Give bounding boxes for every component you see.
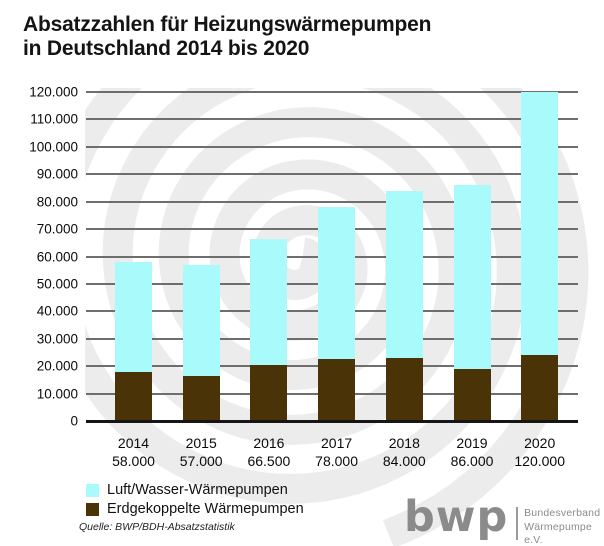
legend-label-erdgekoppelte: Erdgekoppelte Wärmepumpen: [107, 501, 304, 517]
legend-label-luftwasser: Luft/Wasser-Wärmepumpen: [107, 482, 288, 498]
legend-swatch-erdgekoppelte-icon: [86, 502, 99, 516]
logo-org-line1: Bundesverband: [524, 507, 601, 519]
xtick-year: 2016: [253, 435, 285, 451]
xtick-label-2014: 2014 58.000: [92, 434, 176, 470]
xtick-total: 66.500: [247, 453, 291, 469]
xtick-total: 86.000: [450, 453, 494, 469]
xtick-label-2019: 2019 86.000: [430, 434, 514, 470]
ytick-label: 30.000: [36, 331, 78, 347]
gridline: [86, 118, 578, 121]
ytick-label: 40.000: [36, 303, 78, 319]
xtick-year: 2015: [185, 435, 217, 451]
gridline: [86, 173, 578, 176]
bar-2020-erdgekoppelte: [521, 355, 559, 421]
bar-2018-luftwasser: [385, 190, 423, 358]
xtick-label-2018: 2018 84.000: [362, 434, 446, 470]
gridline: [86, 91, 578, 93]
xtick-total: 78.000: [315, 453, 358, 469]
bar-2015-luftwasser: [182, 264, 220, 376]
source-note: Quelle: BWP/BDH-Absatzstatistik: [79, 521, 235, 533]
logo-divider: [516, 507, 519, 540]
legend-item-erdgekoppelte: Erdgekoppelte Wärmepumpen: [86, 500, 304, 518]
legend-swatch-luftwasser-icon: [86, 483, 99, 497]
bar-2019-erdgekoppelte: [453, 368, 491, 421]
x-axis-baseline: [86, 420, 578, 423]
legend: Luft/Wasser-Wärmepumpen Erdgekoppelte Wä…: [86, 481, 304, 519]
xtick-total: 84.000: [382, 453, 426, 469]
ytick-label: 80.000: [36, 194, 78, 210]
xtick-total: 58.000: [112, 453, 155, 469]
chart-title-line2: in Deutschland 2014 bis 2020: [23, 36, 310, 60]
xtick-year: 2019: [456, 435, 488, 451]
ytick-label: 20.000: [36, 358, 78, 374]
xtick-total: 120.000: [514, 453, 565, 469]
ytick-label: 10.000: [36, 386, 78, 402]
ytick-label: 50.000: [36, 276, 78, 292]
bar-2015-erdgekoppelte: [182, 375, 220, 421]
xtick-year: 2017: [321, 435, 353, 451]
bar-2017-erdgekoppelte: [318, 359, 356, 421]
logo-org-name: Bundesverband Wärmepumpe e.V.: [524, 507, 604, 546]
bar-2014-luftwasser: [115, 261, 152, 372]
xtick-label-2016: 2016 66.500: [227, 434, 311, 470]
ytick-label: 0: [70, 413, 78, 429]
logo-org-line2: Wärmepumpe e.V.: [524, 520, 593, 546]
xtick-label-2015: 2015 57.000: [159, 434, 243, 470]
xtick-year: 2018: [388, 435, 420, 451]
xtick-label-2020: 2020 120.000: [498, 434, 582, 470]
bar-2016-luftwasser: [250, 238, 288, 365]
chart-title-line1: Absatzzahlen für Heizungswärmepumpen: [23, 13, 432, 36]
gridline: [86, 200, 578, 203]
ytick-label: 100.000: [29, 139, 78, 155]
bar-2019-luftwasser: [453, 185, 491, 369]
legend-item-luftwasser: Luft/Wasser-Wärmepumpen: [86, 481, 304, 499]
bar-2020-luftwasser: [521, 92, 559, 356]
ytick-label: 110.000: [30, 111, 78, 127]
bwp-logo: bwp Bundesverband Wärmepumpe e.V.: [404, 494, 604, 546]
ytick-label: 60.000: [36, 249, 78, 264]
bar-2018-erdgekoppelte: [385, 357, 423, 421]
gridline: [86, 145, 578, 148]
xtick-label-2017: 2017 78.000: [295, 434, 379, 470]
ytick-label: 120.000: [29, 84, 78, 100]
bar-2016-erdgekoppelte: [250, 364, 288, 421]
bar-2017-luftwasser: [318, 207, 356, 360]
ytick-label: 70.000: [36, 221, 78, 237]
xtick-year: 2020: [524, 435, 556, 451]
bwp-logo-wordmark: bwp: [404, 492, 509, 542]
ytick-label: 90.000: [36, 166, 78, 182]
xtick-total: 57.000: [179, 453, 223, 469]
xtick-year: 2014: [117, 435, 150, 451]
bar-2014-erdgekoppelte: [115, 371, 152, 421]
chart-title: Absatzzahlen für Heizungswärmepumpen in …: [23, 13, 431, 60]
